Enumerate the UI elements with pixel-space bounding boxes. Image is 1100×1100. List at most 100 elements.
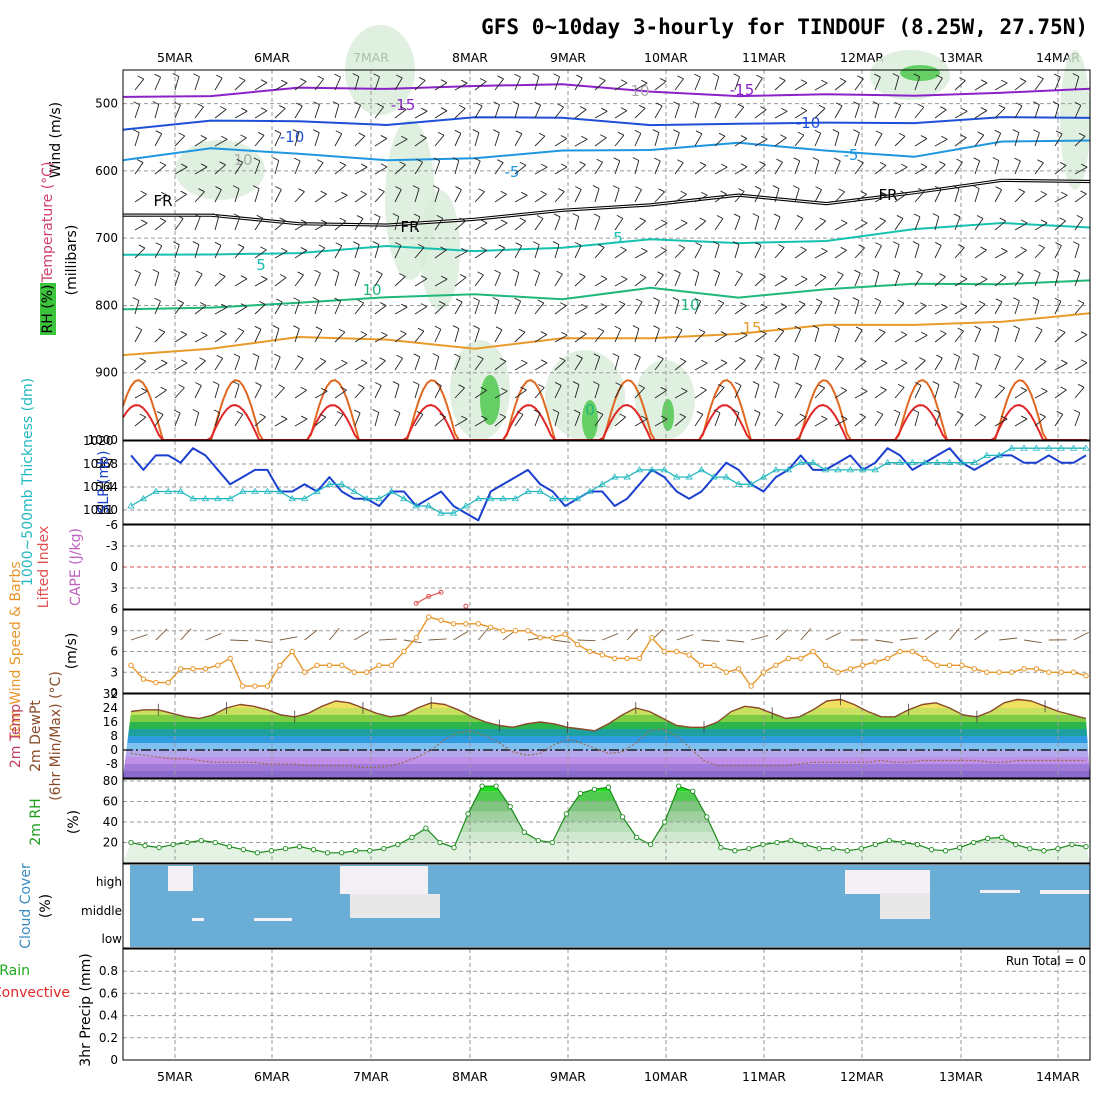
- wind-barb-flag: [772, 185, 780, 189]
- wind-barb-flag: [561, 331, 568, 336]
- wind-barb: [934, 412, 941, 427]
- thickness-marker: [561, 494, 569, 502]
- wind-barb-flag: [1040, 219, 1048, 224]
- wind-barb-flag: [956, 411, 964, 415]
- wind-barb-flag: [599, 77, 606, 81]
- wind-barb-flag: [620, 107, 628, 112]
- wind-barb-flag: [792, 185, 800, 190]
- wind-barb-flag: [678, 244, 685, 249]
- thickness-marker: [784, 466, 793, 473]
- wind10-barb: [329, 627, 340, 641]
- rh2m-point: [353, 848, 359, 854]
- wind-barb-flag: [197, 103, 204, 108]
- slp-axis-label: SLP (mb): [96, 450, 112, 513]
- wind-barb-flag: [939, 161, 946, 165]
- wind-barb-flag: [1052, 269, 1059, 273]
- wind-barb: [354, 334, 368, 343]
- wind-barb: [854, 361, 867, 371]
- wind-barb: [614, 188, 620, 203]
- wind-barb: [414, 247, 425, 259]
- wind-barb-flag: [313, 129, 320, 134]
- wind10-point: [587, 648, 593, 655]
- wind-barb-flag: [435, 382, 442, 386]
- wind-barb: [314, 416, 327, 427]
- wind10-point: [897, 648, 903, 655]
- rh2m-point: [563, 811, 570, 817]
- wind-barb: [154, 194, 168, 203]
- wind-barb: [234, 306, 248, 315]
- wind-barb-flag: [620, 246, 627, 251]
- wind-barb-flag: [674, 269, 681, 274]
- wind-barb: [454, 301, 463, 315]
- wind-barb: [494, 329, 503, 343]
- wind-barb: [914, 106, 925, 119]
- thickness-axis-label: 1000~500mb Thickness (dm): [20, 378, 36, 586]
- wind-barb: [234, 247, 245, 259]
- wind10-point: [438, 617, 444, 624]
- wind10-barb: [1023, 639, 1042, 644]
- wind10-barb: [577, 639, 596, 642]
- wind-barb-flag: [258, 300, 266, 305]
- wind-barb: [634, 328, 640, 343]
- wind-barb-flag: [1055, 130, 1063, 135]
- wind-barb: [854, 193, 867, 203]
- wind-barb: [754, 138, 768, 147]
- rh2m-point: [718, 844, 724, 851]
- wind-barb: [934, 164, 946, 175]
- wind10-point: [624, 655, 630, 662]
- wind-barb: [1074, 76, 1080, 91]
- wind-barb: [554, 76, 560, 91]
- wind-barb: [1014, 222, 1028, 231]
- wind-barb: [654, 418, 668, 427]
- slp-tick-label: 1020: [83, 434, 114, 448]
- wind-barb: [714, 135, 726, 147]
- wind-barb: [974, 416, 987, 427]
- wind-barb: [234, 110, 248, 119]
- wind-barb-flag: [357, 299, 364, 304]
- wind-barb: [774, 414, 784, 427]
- wind-barb: [614, 82, 628, 91]
- wind-barb: [654, 300, 660, 315]
- wind10-point: [785, 655, 792, 662]
- wind-barb: [334, 220, 347, 231]
- rh2m-point: [788, 837, 794, 844]
- temperature-contour: [122, 139, 1091, 162]
- thickness-marker: [548, 494, 557, 502]
- wind-barb: [454, 108, 466, 119]
- wind-barb: [794, 82, 808, 91]
- wind-barb: [614, 303, 626, 315]
- wind-barb-flag: [1014, 157, 1021, 162]
- cloud-background: [130, 865, 1090, 947]
- wind-barb-flag: [913, 73, 920, 78]
- wind-barb: [994, 160, 1000, 175]
- wind-barb-flag: [616, 215, 624, 219]
- wind10-point: [922, 655, 928, 662]
- wind-barb: [614, 416, 627, 427]
- wind-barb: [454, 220, 466, 231]
- rh-shading-high: [900, 65, 940, 81]
- rh2m-point: [970, 839, 977, 846]
- wind-barb-flag: [980, 246, 987, 251]
- wind-barb: [254, 218, 264, 231]
- wind-barb: [494, 78, 504, 91]
- wind-barb: [174, 412, 181, 427]
- rh2m-point: [900, 839, 907, 846]
- wind-barb-flag: [514, 297, 521, 302]
- wind10-barb: [552, 639, 571, 643]
- wind10-barb: [775, 629, 789, 641]
- thickness-marker: [797, 458, 805, 466]
- wind-barb-flag: [961, 107, 968, 112]
- thickness-marker: [412, 502, 420, 509]
- wind-barb: [734, 216, 741, 231]
- wind-barb: [714, 412, 721, 427]
- wind-barb-flag: [860, 219, 868, 224]
- wind-barb: [834, 81, 847, 91]
- wind-barb-flag: [193, 213, 201, 218]
- wind-barb: [154, 272, 160, 287]
- wind-barb-flag: [454, 129, 462, 134]
- wind-barb-flag: [180, 163, 188, 168]
- wind10-point: [239, 683, 246, 689]
- wind10-point: [301, 669, 308, 675]
- wind-barb: [454, 328, 460, 343]
- wind-barb: [154, 389, 167, 399]
